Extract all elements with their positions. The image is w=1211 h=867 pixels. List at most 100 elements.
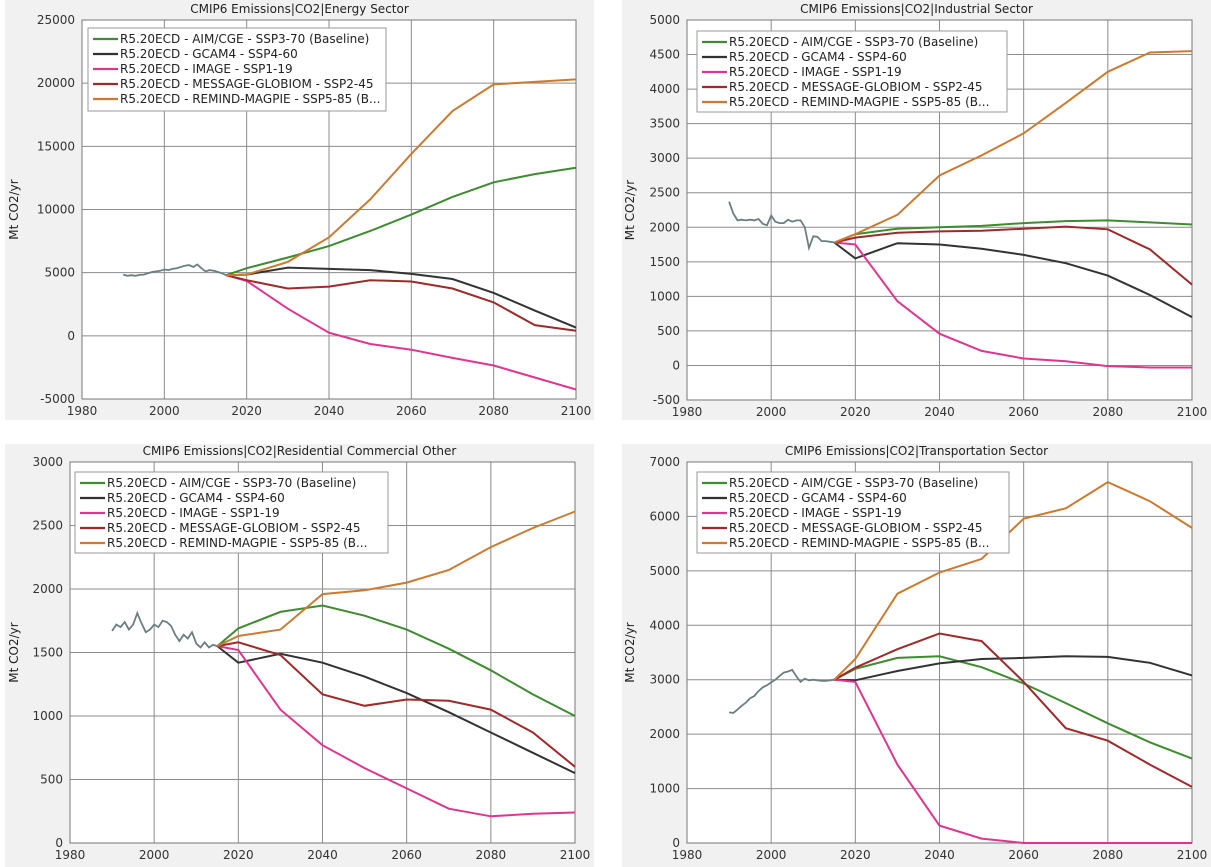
y-tick-label: 20000 bbox=[37, 76, 75, 90]
y-tick-label: -5000 bbox=[40, 392, 75, 406]
y-tick-label: -500 bbox=[653, 393, 680, 407]
series-line-4 bbox=[225, 274, 577, 332]
chart-panel-4: CMIP6 Emissions|CO2|Transportation Secto… bbox=[622, 444, 1211, 867]
y-axis-label: Mt CO2/yr bbox=[623, 180, 637, 240]
legend-box bbox=[87, 27, 387, 112]
y-tick-label: 2500 bbox=[649, 186, 680, 200]
series-line-4 bbox=[833, 632, 1193, 788]
legend: R5.20ECD - AIM/CGE - SSP3-70 (Baseline)R… bbox=[74, 471, 389, 554]
x-tick-label: 2000 bbox=[756, 848, 787, 862]
y-tick-label: 5000 bbox=[44, 266, 75, 280]
legend-entry-label: R5.20ECD - REMIND-MAGPIE - SSP5-85 (B... bbox=[729, 95, 989, 109]
y-tick-label: 5000 bbox=[649, 13, 680, 27]
series-line-5 bbox=[216, 510, 576, 648]
y-axis-label: Mt CO2/yr bbox=[7, 622, 21, 682]
y-tick-label: 2000 bbox=[649, 220, 680, 234]
y-tick-label: 10000 bbox=[37, 203, 75, 217]
x-tick-label: 2060 bbox=[391, 848, 422, 862]
y-tick-label: 500 bbox=[40, 773, 63, 787]
chart-title: CMIP6 Emissions|CO2|Energy Sector bbox=[190, 2, 409, 16]
chart-panel-2: CMIP6 Emissions|CO2|Industrial Sector 198… bbox=[622, 0, 1211, 420]
legend-entry-label: R5.20ECD - MESSAGE-GLOBIOM - SSP2-45 bbox=[120, 77, 374, 91]
legend-entry-label: R5.20ECD - IMAGE - SSP1-19 bbox=[107, 506, 280, 520]
y-tick-label: 6000 bbox=[649, 509, 680, 523]
x-tick-label: 2060 bbox=[396, 404, 427, 418]
y-tick-label: 1000 bbox=[649, 782, 680, 796]
series-line-3 bbox=[225, 274, 577, 391]
series-line-2 bbox=[226, 266, 577, 329]
series-line-2 bbox=[833, 241, 1193, 318]
chart-title: CMIP6 Emissions|CO2|Residential Commerci… bbox=[143, 444, 457, 458]
legend-box bbox=[74, 471, 389, 554]
series-line-3 bbox=[834, 241, 1192, 369]
chart-title: CMIP6 Emissions|CO2|Transportation Secto… bbox=[785, 444, 1048, 458]
y-tick-label: 500 bbox=[657, 324, 680, 338]
x-tick-label: 2060 bbox=[1008, 848, 1039, 862]
historical-series-line bbox=[111, 610, 218, 649]
x-tick-label: 2040 bbox=[924, 848, 955, 862]
y-tick-label: 2000 bbox=[649, 727, 680, 741]
legend-entry-label: R5.20ECD - IMAGE - SSP1-19 bbox=[729, 65, 902, 79]
x-tick-label: 2080 bbox=[1093, 848, 1124, 862]
y-tick-label: 2500 bbox=[32, 519, 63, 533]
x-tick-label: 1980 bbox=[55, 848, 86, 862]
legend-entry-label: R5.20ECD - GCAM4 - SSP4-60 bbox=[120, 47, 298, 61]
chart-panel-1: CMIP6 Emissions|CO2|Energy Sector 1980 200… bbox=[5, 0, 594, 420]
legend: R5.20ECD - AIM/CGE - SSP3-70 (Baseline)R… bbox=[87, 27, 387, 112]
y-tick-label: 4000 bbox=[649, 82, 680, 96]
y-tick-label: 0 bbox=[672, 836, 680, 850]
x-tick-label: 2040 bbox=[307, 848, 338, 862]
plot-border bbox=[686, 19, 1193, 401]
plot-border bbox=[686, 461, 1193, 844]
y-tick-label: 3500 bbox=[649, 117, 680, 131]
chart-title: CMIP6 Emissions|CO2|Industrial Sector bbox=[800, 2, 1033, 16]
y-tick-label: 3000 bbox=[649, 151, 680, 165]
y-tick-label: 1000 bbox=[649, 289, 680, 303]
series-line-1 bbox=[833, 219, 1193, 244]
x-tick-label: 2100 bbox=[1177, 848, 1208, 862]
plot-border bbox=[69, 461, 576, 844]
y-tick-label: 4000 bbox=[649, 618, 680, 632]
x-tick-label: 2060 bbox=[1008, 405, 1039, 419]
x-tick-label: 2080 bbox=[478, 404, 509, 418]
y-tick-label: 2000 bbox=[32, 582, 63, 596]
x-tick-label: 2100 bbox=[560, 848, 591, 862]
legend-entry-label: R5.20ECD - IMAGE - SSP1-19 bbox=[120, 62, 293, 76]
legend-entry-label: R5.20ECD - MESSAGE-GLOBIOM - SSP2-45 bbox=[729, 80, 983, 94]
legend-entry-label: R5.20ECD - MESSAGE-GLOBIOM - SSP2-45 bbox=[729, 521, 983, 535]
y-tick-label: 0 bbox=[672, 358, 680, 372]
x-tick-label: 2000 bbox=[756, 405, 787, 419]
x-tick-label: 2000 bbox=[139, 848, 170, 862]
x-tick-label: 2020 bbox=[840, 405, 871, 419]
series-line-4 bbox=[834, 225, 1193, 286]
y-tick-label: 15000 bbox=[37, 139, 75, 153]
series-line-3 bbox=[217, 645, 576, 818]
x-tick-label: 2040 bbox=[924, 405, 955, 419]
plot-border bbox=[81, 19, 577, 400]
legend: R5.20ECD - AIM/CGE - SSP3-70 (Baseline) R… bbox=[696, 30, 1008, 113]
legend-entry-label: R5.20ECD - REMIND-MAGPIE - SSP5-85 (B... bbox=[729, 536, 989, 550]
legend-entry-label: R5.20ECD - AIM/CGE - SSP3-70 (Baseline) bbox=[729, 35, 978, 49]
y-tick-label: 3000 bbox=[649, 673, 680, 687]
series-line-2 bbox=[834, 655, 1193, 682]
y-axis-label: Mt CO2/yr bbox=[623, 622, 637, 682]
x-tick-label: 2080 bbox=[1093, 405, 1124, 419]
x-tick-label: 1980 bbox=[672, 405, 703, 419]
legend-entry-label: R5.20ECD - AIM/CGE - SSP3-70 (Baseline) bbox=[120, 32, 369, 46]
legend-box bbox=[696, 471, 1010, 554]
y-axis-label: Mt CO2/yr bbox=[7, 179, 21, 239]
y-tick-label: 25000 bbox=[37, 13, 75, 27]
y-tick-label: 0 bbox=[67, 329, 75, 343]
historical-series-line bbox=[728, 201, 835, 252]
legend-entry-label: R5.20ECD - GCAM4 - SSP4-60 bbox=[729, 491, 907, 505]
series-line-5 bbox=[833, 50, 1193, 244]
series-line-1 bbox=[225, 166, 577, 277]
y-tick-label: 1500 bbox=[32, 646, 63, 660]
y-tick-label: 4500 bbox=[649, 48, 680, 62]
legend-entry-label: R5.20ECD - REMIND-MAGPIE - SSP5-85 (B... bbox=[120, 92, 380, 106]
x-tick-label: 2020 bbox=[231, 404, 262, 418]
y-tick-label: 5000 bbox=[649, 564, 680, 578]
y-tick-label: 7000 bbox=[649, 455, 680, 469]
legend-box bbox=[696, 30, 1008, 113]
